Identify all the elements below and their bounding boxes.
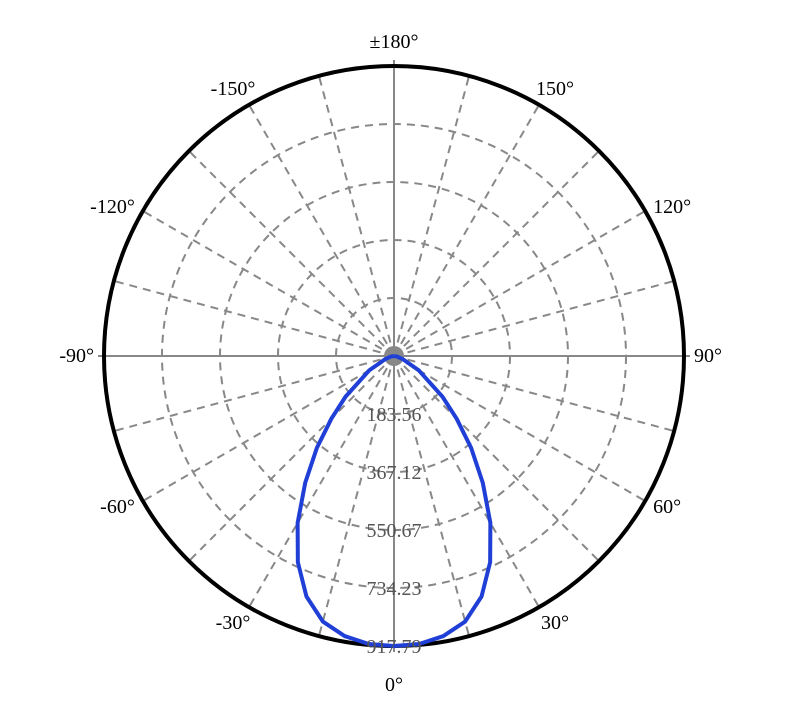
radial-label: 734.23	[367, 578, 422, 600]
angle-label: 150°	[536, 78, 574, 100]
angle-label: -90°	[59, 345, 94, 367]
angle-label: ±180°	[370, 31, 419, 53]
angle-label: 60°	[653, 496, 681, 518]
angle-label: 90°	[694, 345, 722, 367]
radial-label: 917.79	[367, 636, 422, 658]
angle-label: 120°	[653, 196, 691, 218]
angle-label: -120°	[90, 196, 135, 218]
radial-label: 183.56	[367, 404, 422, 426]
polar-chart: 183.56 367.12 550.67 734.23 917.79 ±180° -150°…	[0, 0, 790, 717]
angle-label: -150°	[211, 78, 256, 100]
radial-label: 367.12	[367, 462, 422, 484]
polar-svg: 183.56 367.12 550.67 734.23 917.79 ±180° -150°…	[0, 0, 790, 717]
angle-label: 30°	[541, 612, 569, 634]
angle-label: 0°	[385, 674, 403, 696]
angle-label: -60°	[100, 496, 135, 518]
angle-label: -30°	[216, 612, 251, 634]
radial-label: 550.67	[367, 520, 422, 542]
